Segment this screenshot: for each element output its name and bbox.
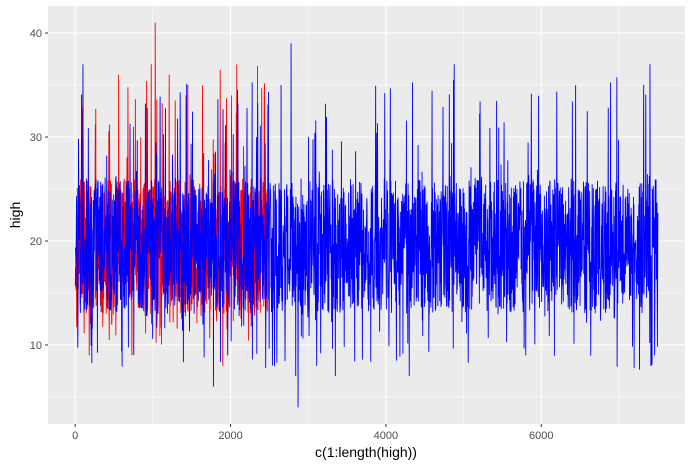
y-tick-label: 40 [30, 28, 42, 40]
series-line-2 [74, 43, 659, 408]
x-tick-label: 4000 [374, 430, 398, 442]
series-layer [74, 22, 659, 408]
y-tick-label: 10 [30, 340, 42, 352]
x-tick-label: 6000 [529, 430, 553, 442]
y-tick-label: 30 [30, 132, 42, 144]
y-axis: 10 20 30 40 [30, 28, 48, 352]
x-tick-label: 2000 [218, 430, 242, 442]
x-axis-title: c(1:length(high)) [315, 444, 417, 460]
y-axis-title: high [7, 202, 23, 228]
x-axis: 0 2000 4000 6000 [72, 424, 554, 442]
y-tick-label: 20 [30, 236, 42, 248]
x-tick-label: 0 [72, 430, 78, 442]
